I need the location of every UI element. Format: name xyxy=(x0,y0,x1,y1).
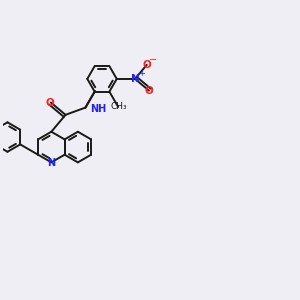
Text: +: + xyxy=(138,69,145,78)
Text: N: N xyxy=(47,158,56,168)
Text: O: O xyxy=(143,60,152,70)
Text: CH₃: CH₃ xyxy=(110,102,127,111)
Text: O: O xyxy=(145,85,154,96)
Text: N: N xyxy=(130,74,140,84)
Text: NH: NH xyxy=(91,104,107,114)
Text: −: − xyxy=(149,56,158,65)
Text: O: O xyxy=(46,98,55,107)
